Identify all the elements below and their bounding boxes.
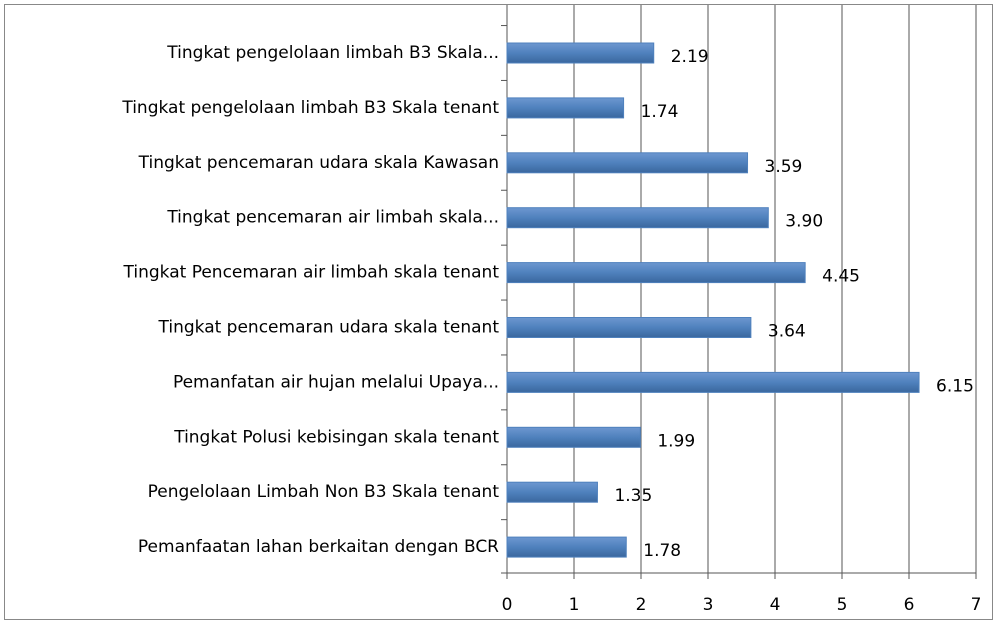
data-label: 3.59 [765, 157, 803, 177]
y-tick-label: Pemanfaatan lahan berkaitan dengan BCR [138, 537, 499, 557]
x-tick-label: 6 [904, 595, 915, 615]
y-tick-label: Tingkat pencemaran air limbah skala... [166, 208, 499, 228]
bar [506, 262, 806, 284]
data-label: 4.45 [822, 267, 860, 287]
data-label: 1.78 [643, 541, 681, 561]
data-label: 3.90 [785, 212, 823, 232]
bar [506, 536, 627, 558]
bar [506, 97, 625, 119]
y-tick-label: Tingkat pencemaran udara skala Kawasan [138, 153, 499, 173]
bar [506, 426, 641, 448]
x-tick-label: 5 [837, 595, 848, 615]
chart-frame [4, 4, 993, 620]
bar [506, 152, 749, 174]
y-tick-label: Tingkat Polusi kebisingan skala tenant [173, 427, 499, 447]
data-label: 1.99 [657, 431, 695, 451]
y-tick-label: Pengelolaan Limbah Non B3 Skala tenant [148, 482, 500, 502]
data-label: 1.74 [641, 102, 679, 122]
y-tick-label: Tingkat pengelolaan limbah B3 Skala... [166, 43, 499, 63]
data-label: 2.19 [671, 47, 709, 67]
bar [506, 42, 655, 64]
x-tick-label: 1 [569, 595, 580, 615]
x-tick-label: 7 [971, 595, 982, 615]
x-tick-label: 2 [636, 595, 647, 615]
data-label: 1.35 [614, 486, 652, 506]
data-label: 6.15 [936, 376, 974, 396]
y-tick-label: Tingkat pengelolaan limbah B3 Skala tena… [121, 98, 499, 118]
x-tick-label: 4 [770, 595, 781, 615]
bar [506, 317, 752, 338]
bar [506, 371, 920, 393]
bar [506, 207, 769, 229]
y-tick-label: Tingkat pencemaran udara skala tenant [158, 318, 500, 338]
x-tick-label: 0 [502, 595, 513, 615]
data-label: 3.64 [768, 322, 806, 342]
y-tick-label: Tingkat Pencemaran air limbah skala tena… [123, 263, 500, 283]
bar [506, 481, 598, 503]
y-tick-label: Pemanfatan air hujan melalui Upaya... [173, 372, 499, 392]
x-tick-label: 3 [703, 595, 714, 615]
